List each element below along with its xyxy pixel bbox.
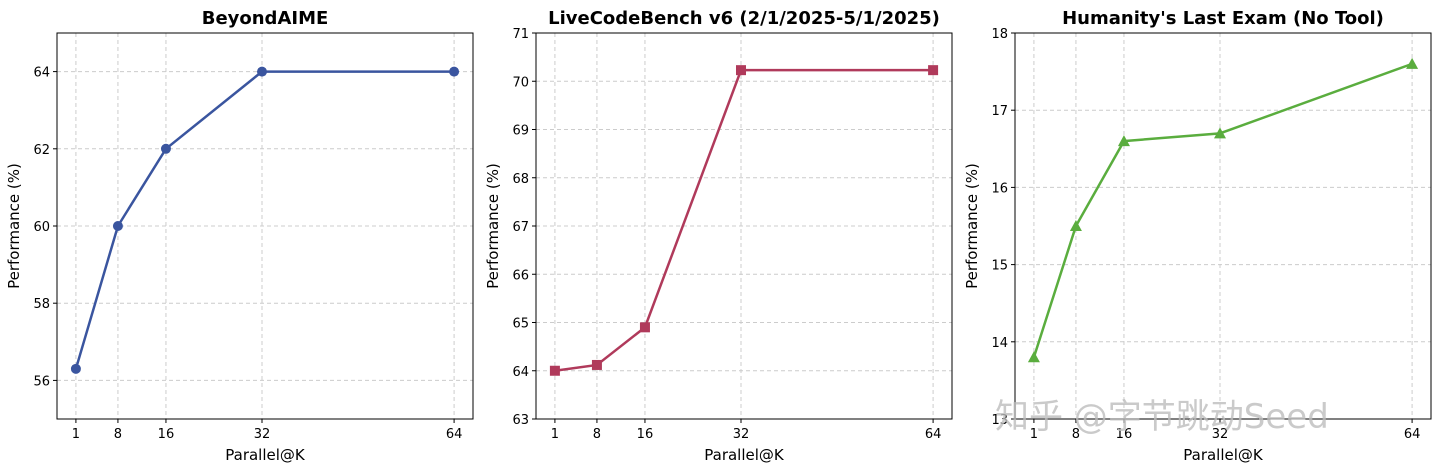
y-axis-label: Performance (%) <box>963 163 981 289</box>
x-axis-label: Parallel@K <box>1183 446 1264 464</box>
y-tick-label: 64 <box>512 365 529 380</box>
chart-title: Humanity's Last Exam (No Tool) <box>1062 8 1384 29</box>
marker <box>1406 57 1419 69</box>
marker <box>591 359 602 370</box>
y-tick-label: 62 <box>33 143 50 158</box>
chart-title: BeyondAIME <box>202 8 329 29</box>
marker <box>256 66 267 77</box>
line <box>554 68 934 372</box>
y-tick-label: 70 <box>512 75 529 90</box>
y-tick-label: 14 <box>991 336 1008 351</box>
marker <box>928 65 939 76</box>
line <box>74 70 455 370</box>
y-tick-label: 65 <box>512 317 529 332</box>
chart-panel: 56 58 60 62 64 1 8 16 32 64 BeyondAIME Parallel@K Pe… <box>5 8 474 464</box>
plot-frame <box>56 32 474 420</box>
marker <box>735 65 746 76</box>
x-tick-label: 8 <box>1072 427 1080 442</box>
y-axis-label: Performance (%) <box>5 163 23 289</box>
y-tick-label: 56 <box>33 374 50 389</box>
x-tick-label: 8 <box>114 427 122 442</box>
x-tick-label: 32 <box>254 427 271 442</box>
x-tick-label: 64 <box>925 427 942 442</box>
marker <box>70 363 81 374</box>
marker <box>1027 351 1040 363</box>
x-tick-label: 1 <box>1030 427 1038 442</box>
marker <box>549 365 560 376</box>
marker <box>160 143 171 154</box>
marker <box>112 221 123 231</box>
x-tick-label: 8 <box>593 427 601 442</box>
y-tick-label: 66 <box>512 268 529 283</box>
y-tick-label: 13 <box>991 413 1008 428</box>
x-tick-label: 16 <box>637 427 654 442</box>
x-tick-label: 32 <box>733 427 750 442</box>
chart-title: LiveCodeBench v6 (2/1/2025-5/1/2025) <box>548 8 940 29</box>
line <box>1032 62 1413 358</box>
y-axis-label: Performance (%) <box>484 163 502 289</box>
x-tick-label: 1 <box>72 427 80 442</box>
marker <box>639 322 650 333</box>
y-tick-label: 63 <box>512 413 529 428</box>
y-tick-label: 71 <box>512 27 529 42</box>
y-tick-label: 18 <box>991 27 1008 42</box>
x-axis-label: Parallel@K <box>704 446 785 464</box>
x-tick-label: 64 <box>1404 427 1421 442</box>
x-tick-label: 64 <box>446 427 463 442</box>
y-tick-label: 16 <box>991 181 1008 196</box>
y-tick-label: 58 <box>33 297 50 312</box>
x-tick-label: 1 <box>551 427 559 442</box>
y-tick-label: 60 <box>33 220 50 235</box>
marker <box>1213 127 1226 139</box>
marker <box>449 66 460 77</box>
y-tick-label: 64 <box>33 66 50 81</box>
y-tick-label: 15 <box>991 259 1008 274</box>
watermark: 知乎 @字节跳动Seed <box>995 397 1329 437</box>
y-tick-label: 68 <box>512 172 529 187</box>
marker <box>1117 135 1130 147</box>
plot-frame <box>535 32 953 420</box>
x-tick-label: 32 <box>1212 427 1229 442</box>
y-tick-label: 69 <box>512 124 529 139</box>
x-tick-label: 16 <box>158 427 175 442</box>
plot-frame <box>1014 32 1432 420</box>
chart-panel: 63 64 65 66 67 68 69 70 71 1 8 16 32 64 LiveCodeBench … <box>484 8 953 464</box>
y-tick-label: 17 <box>991 104 1008 119</box>
y-tick-label: 67 <box>512 220 529 235</box>
x-tick-label: 16 <box>1116 427 1133 442</box>
x-axis-label: Parallel@K <box>225 446 306 464</box>
marker <box>1069 220 1082 231</box>
